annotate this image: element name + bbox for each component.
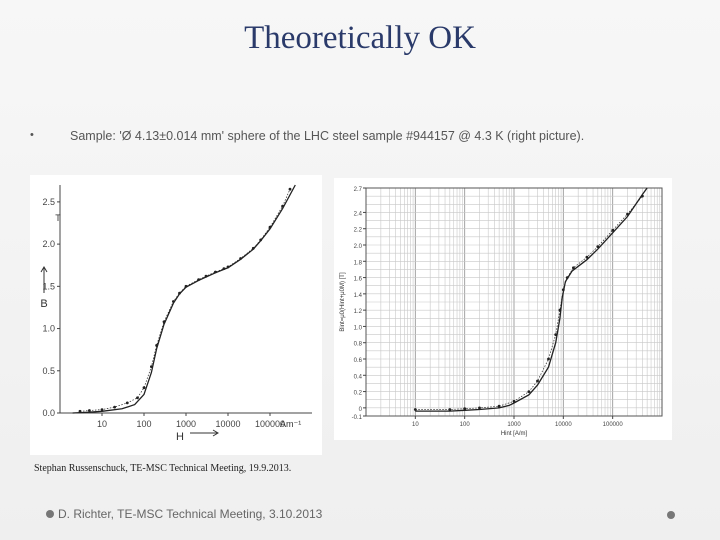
y-tick-label: 0.0	[42, 408, 55, 418]
footer-text: D. Richter, TE-MSC Technical Meeting, 3.…	[58, 507, 323, 521]
y-axis-label: Bint=μ0(Hint+μ0M) [T]	[340, 272, 346, 332]
x-axis-label: H	[176, 431, 184, 443]
series-line	[72, 184, 296, 414]
y-tick-label: 1.0	[42, 324, 55, 334]
left-chart-panel: 10 100 1000 10000 100000 0.0 0.5 1.0 1.5 2.0 2.5 H A…	[30, 175, 322, 455]
slide-title: Theoretically OK	[244, 20, 476, 56]
x-tick-label: 10000	[555, 422, 572, 428]
y-axis-arrowhead	[40, 266, 48, 273]
image-citation: Stephan Russenschuck, TE-MSC Technical M…	[34, 463, 292, 474]
y-tick-label: 0	[359, 407, 363, 413]
bullet-marker: •	[30, 129, 34, 141]
corner-dot-icon	[667, 511, 675, 519]
y-tick-label: -0.1	[352, 415, 363, 421]
y-tick-label: 1.0	[354, 325, 363, 331]
y-tick-label: 0.5	[42, 366, 55, 376]
x-axis-label: Hint [A/m]	[501, 431, 528, 437]
footer-dot-icon	[46, 510, 54, 518]
data-point	[448, 408, 452, 411]
y-axis-label: B	[40, 298, 47, 310]
data-point	[641, 194, 644, 198]
data-point	[536, 379, 539, 383]
data-point	[497, 404, 501, 408]
y-tick-label: 2.2	[354, 228, 363, 234]
y-tick-label: 1.5	[42, 281, 55, 291]
y-axis-unit: T	[55, 213, 61, 223]
y-tick-label: 2.0	[42, 239, 55, 249]
x-tick-label: 100	[136, 419, 151, 429]
data-point	[463, 407, 467, 411]
data-point	[142, 386, 146, 390]
right-chart: 10 100 1000 10000 100000 -0.1 0 0.2 0.4 0.6 0.8 1.0…	[340, 187, 663, 437]
data-point	[512, 399, 516, 403]
y-tick-label: 1.2	[354, 309, 363, 315]
y-tick-label: 0.8	[354, 342, 363, 348]
y-tick-label: 1.6	[354, 277, 363, 283]
y-tick-label: 2.4	[354, 211, 363, 217]
data-point	[547, 357, 550, 361]
data-point	[100, 408, 104, 411]
data-point	[572, 266, 575, 270]
x-axis-arrowhead	[212, 429, 219, 437]
data-point	[478, 406, 481, 410]
x-tick-label: 10000	[215, 419, 240, 429]
x-tick-label: 100000	[255, 419, 285, 429]
y-tick-label: 0.6	[354, 358, 363, 364]
series-dotted-line	[79, 189, 291, 412]
data-point	[136, 396, 139, 400]
data-point	[527, 390, 531, 393]
data-point	[626, 212, 629, 216]
data-point	[113, 405, 116, 409]
series-line	[415, 187, 648, 412]
right-chart-panel: 10 100 1000 10000 100000 -0.1 0 0.2 0.4 0.6 0.8 1.0…	[334, 178, 672, 440]
data-point	[596, 245, 600, 248]
data-point	[125, 401, 129, 405]
y-tick-label: 2.5	[42, 197, 55, 207]
y-tick-label: 0.4	[354, 374, 363, 380]
y-tick-label: 1.4	[354, 293, 363, 299]
x-tick-label: 1000	[176, 419, 196, 429]
y-tick-label: 0.2	[354, 391, 363, 397]
y-tick-label: 1.8	[354, 260, 363, 266]
left-chart: 10 100 1000 10000 100000 0.0 0.5 1.0 1.5 2.0 2.5 H A…	[40, 184, 312, 443]
x-tick-label: 10	[412, 422, 419, 428]
data-point	[611, 228, 615, 232]
x-axis-unit: Am⁻¹	[280, 419, 301, 429]
x-tick-label: 10	[97, 419, 107, 429]
data-point	[288, 187, 292, 191]
data-point	[558, 308, 562, 312]
bullet-text: Sample: 'Ø 4.13±0.014 mm' sphere of the …	[70, 129, 585, 143]
x-tick-label: 100	[460, 422, 471, 428]
data-point	[561, 288, 565, 292]
data-point	[585, 255, 589, 259]
y-tick-label: 2.7	[354, 187, 363, 193]
x-tick-label: 1000	[507, 422, 521, 428]
data-point	[565, 276, 569, 279]
data-point	[554, 333, 558, 336]
data-point	[413, 408, 417, 411]
y-tick-label: 2.0	[354, 244, 363, 250]
x-tick-label: 100000	[603, 422, 624, 428]
data-point	[88, 409, 91, 412]
